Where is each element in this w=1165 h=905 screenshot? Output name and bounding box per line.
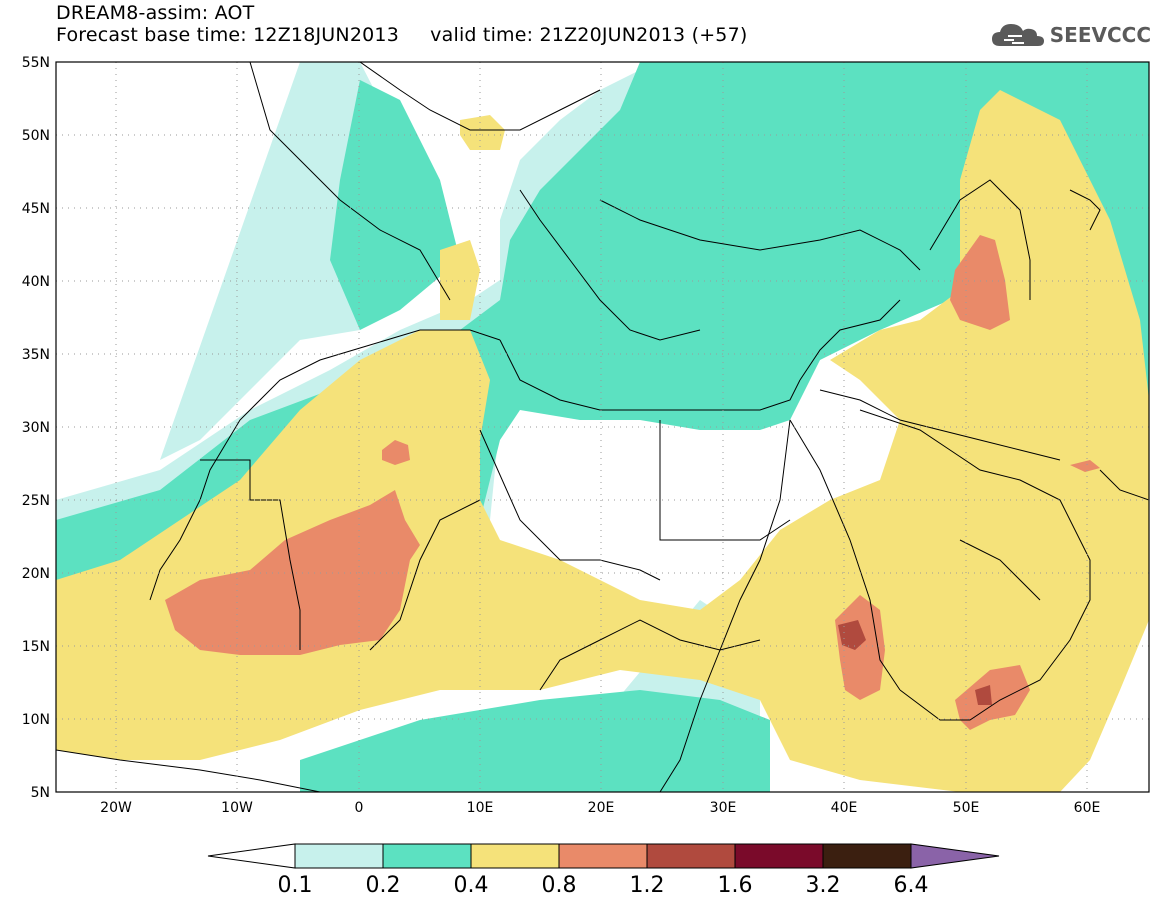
lon-tick-label: 10E [467, 800, 494, 816]
lat-tick-label: 30N [22, 420, 50, 436]
logo-text: SEEVCCC [1049, 23, 1151, 47]
lon-axis: 20W 10W 0 10E 20E 30E 40E 50E 60E [100, 800, 1100, 816]
lat-tick-label: 20N [22, 566, 50, 582]
colorbar-swatch [382, 843, 472, 869]
colorbar-swatch [822, 843, 912, 869]
colorbar-label: 0.8 [542, 873, 577, 898]
lon-tick-label: 20W [100, 800, 132, 816]
colorbar-under-triangle [207, 843, 296, 869]
lat-tick-label: 40N [22, 274, 50, 290]
lon-tick-label: 0 [355, 800, 364, 816]
lon-tick-label: 50E [953, 800, 980, 816]
colorbar-swatch [646, 843, 736, 869]
colorbar-label: 0.2 [366, 873, 401, 898]
lat-tick-label: 25N [22, 493, 50, 509]
colorbar-over-triangle [910, 843, 1000, 869]
aot-band-1.2 [838, 620, 992, 705]
lon-tick-label: 40E [831, 800, 858, 816]
aot-band-0.8 [165, 235, 1100, 730]
aot-field [56, 62, 1149, 792]
map-grid [56, 62, 1149, 792]
lat-tick-label: 45N [22, 201, 50, 217]
lat-tick-label: 50N [22, 128, 50, 144]
coastlines [56, 62, 1149, 792]
colorbar-swatch [294, 843, 384, 869]
lat-tick-label: 35N [22, 347, 50, 363]
colorbar-label: 0.4 [454, 873, 489, 898]
colorbar-swatch [470, 843, 560, 869]
colorbar-label: 1.6 [718, 873, 753, 898]
lon-tick-label: 20E [588, 800, 615, 816]
lat-tick-label: 55N [22, 55, 50, 71]
lon-tick-label: 10W [221, 800, 253, 816]
colorbar-swatch [734, 843, 824, 869]
lon-tick-label: 30E [710, 800, 737, 816]
colorbar-label: 6.4 [894, 873, 929, 898]
seevccc-logo: SEEVCCC [990, 20, 1151, 50]
lat-axis: 55N 50N 45N 40N 35N 30N 25N 20N 15N 10N … [22, 55, 50, 801]
colorbar-swatch [558, 843, 648, 869]
colorbar-label: 1.2 [630, 873, 665, 898]
colorbar: 0.1 0.2 0.4 0.8 1.2 1.6 3.2 6.4 [207, 843, 1000, 898]
map-subtitle: Forecast base time: 12Z18JUN2013 valid t… [56, 24, 748, 46]
lat-tick-label: 15N [22, 639, 50, 655]
colorbar-label: 0.1 [278, 873, 313, 898]
cloud-icon [991, 24, 1044, 46]
lat-tick-label: 5N [31, 785, 50, 801]
map-title: DREAM8-assim: AOT [56, 2, 255, 24]
lon-tick-label: 60E [1074, 800, 1101, 816]
lat-tick-label: 10N [22, 712, 50, 728]
map-frame [55, 61, 1150, 793]
colorbar-label: 3.2 [806, 873, 841, 898]
